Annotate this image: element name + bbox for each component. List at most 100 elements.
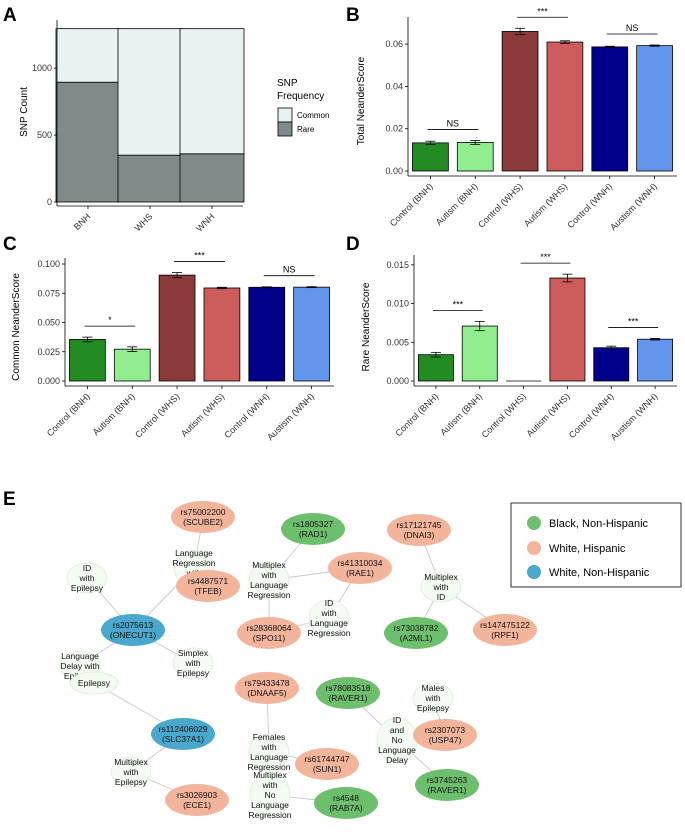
panel-b-bar-control-bnh bbox=[412, 142, 449, 172]
network-node-label: with bbox=[260, 570, 276, 580]
network-node-ece1: rs3026903(ECE1) bbox=[165, 784, 229, 816]
network-node-label: rs112406029 bbox=[159, 724, 208, 734]
panel-e-network: rs75002200(SCUBE2)LanguageRegressionwith… bbox=[59, 501, 682, 820]
network-node-shape bbox=[165, 784, 229, 816]
network-node-label: Multiplex bbox=[424, 572, 458, 582]
panel-c-bar-control-wnh bbox=[248, 286, 286, 382]
network-node-shape bbox=[308, 599, 350, 637]
network-node-label: (ECE1) bbox=[183, 800, 211, 810]
network-node-label: rs75002200 bbox=[181, 507, 226, 517]
panel-b-significance: NS *** NS bbox=[427, 6, 658, 130]
network-node-label: Epilepsy bbox=[78, 678, 111, 688]
network-node-label: rs61744747 bbox=[305, 754, 350, 764]
network-node-label: Delay bbox=[386, 755, 408, 765]
network-node-label: Language bbox=[61, 651, 99, 661]
network-node-label: Simplex bbox=[178, 648, 209, 658]
network-node-label: Language bbox=[175, 548, 213, 558]
network-node-shape bbox=[387, 514, 451, 546]
network-node-label: Language bbox=[310, 618, 348, 628]
legend-label-black-non-hispanic: Black, Non-Hispanic bbox=[549, 518, 649, 530]
panel-a-bar-rare-wnh bbox=[179, 153, 245, 203]
network-node-shape bbox=[172, 647, 214, 679]
panel-label-b: B bbox=[346, 5, 360, 26]
network-node-shape bbox=[281, 513, 345, 545]
panel-b-bar-control-whs bbox=[501, 31, 539, 172]
network-node-shape bbox=[151, 718, 215, 750]
panel-d-y-tick-label: 0.005 bbox=[386, 337, 409, 347]
network-node-label: rs4548 bbox=[333, 793, 359, 803]
network-node-label: rs4487571 bbox=[188, 576, 228, 586]
panel-d-y-axis-title: Rare NeanderScore bbox=[361, 282, 372, 371]
network-node-label: rs78083518 bbox=[326, 683, 371, 693]
panel-a-legend-title-word-1: SNP bbox=[277, 78, 298, 89]
network-node-label: Epilepsy bbox=[177, 668, 210, 678]
network-node-label: (DNAI3) bbox=[404, 530, 435, 540]
network-node-epilepsy: Epilepsy bbox=[69, 671, 119, 695]
panel-d-bars bbox=[417, 273, 674, 382]
panel-a-bar-rare-bnh bbox=[55, 81, 121, 203]
network-node-label: (SUN1) bbox=[313, 764, 342, 774]
network-node-label: Males bbox=[422, 683, 445, 693]
network-legend: Black, Non-Hispanic White, Hispanic Whit… bbox=[510, 502, 682, 588]
panel-a-bar-rare-whs bbox=[117, 154, 183, 203]
panel-a-y-tick-label: 0 bbox=[47, 197, 52, 207]
network-node-label: rs3026903 bbox=[177, 790, 217, 800]
network-node-shape bbox=[473, 614, 537, 646]
network-node-label: Regression bbox=[173, 558, 216, 568]
network-node-label: rs28368064 bbox=[247, 623, 292, 633]
network-node-label: (RAVER1) bbox=[328, 693, 367, 703]
panel-c-significance-label: NS bbox=[283, 265, 296, 275]
network-node-label: Language bbox=[251, 800, 289, 810]
network-node-shape bbox=[69, 671, 119, 695]
network-node-label: Language bbox=[378, 745, 416, 755]
panel-b-bars bbox=[412, 27, 673, 172]
network-node-label: ID bbox=[393, 715, 402, 725]
network-node-label: Epilepsy bbox=[71, 583, 104, 593]
panel-d-y-tick-label: 0.015 bbox=[386, 260, 409, 270]
network-node-label: with bbox=[184, 658, 200, 668]
network-node-shape bbox=[248, 733, 290, 771]
network-node-label: rs73038782 bbox=[394, 623, 439, 633]
network-node-label: Language bbox=[250, 752, 288, 762]
network-node-label: rs2307073 bbox=[425, 725, 465, 735]
network-node-spo11: rs28368064(SPO11) bbox=[237, 617, 301, 649]
network-node-label: rs1805327 bbox=[293, 519, 333, 529]
panel-a-bar-common-bnh bbox=[55, 28, 121, 83]
panel-c-bar-autism-whs bbox=[203, 287, 241, 382]
panel-label-d: D bbox=[346, 234, 360, 255]
network-node-label: No bbox=[265, 790, 276, 800]
panel-d-bar-austism-wnh bbox=[637, 338, 674, 382]
network-node-rad1: rs1805327(RAD1) bbox=[281, 513, 345, 545]
panel-d-bar-control-bnh bbox=[417, 354, 454, 382]
network-node-rpf1: rs147475122(RPF1) bbox=[473, 614, 537, 646]
legend-label-common: Common bbox=[297, 111, 329, 120]
panel-c-bar-control-whs bbox=[158, 274, 196, 382]
network-node-rae1: rs41310034(RAE1) bbox=[328, 552, 392, 584]
legend-swatch-common bbox=[277, 107, 293, 123]
network-node-shape bbox=[412, 682, 454, 714]
panel-b-bar-autism-bnh bbox=[456, 142, 494, 172]
network-node-label: Regression bbox=[249, 810, 292, 820]
network-node-raver1b: rs3745263(RAVER1) bbox=[415, 769, 479, 801]
network-node-label: (RAVER1) bbox=[427, 785, 466, 795]
panel-c-significance-label: * bbox=[108, 315, 112, 325]
network-node-label: (SPO11) bbox=[253, 633, 286, 643]
network-node-dnai3: rs17121745(DNAI3) bbox=[387, 514, 451, 546]
network-node-label: Epilepsy bbox=[417, 703, 450, 713]
panel-d-significance-label: *** bbox=[453, 299, 464, 309]
network-node-shape bbox=[314, 787, 378, 819]
legend-label-white-non-hispanic: White, Non-Hispanic bbox=[549, 567, 650, 579]
network-node-sun1: rs61744747(SUN1) bbox=[295, 748, 359, 780]
network-node-shape bbox=[295, 748, 359, 780]
legend-swatch-rare bbox=[277, 121, 293, 137]
network-node-onecut1: rs2075613(ONECUT1) bbox=[101, 614, 165, 646]
network-node-raver1a: rs78083518(RAVER1) bbox=[316, 677, 380, 709]
network-node-label: (A2ML1) bbox=[400, 633, 433, 643]
panel-a-y-axis-title: SNP Count bbox=[19, 87, 30, 137]
